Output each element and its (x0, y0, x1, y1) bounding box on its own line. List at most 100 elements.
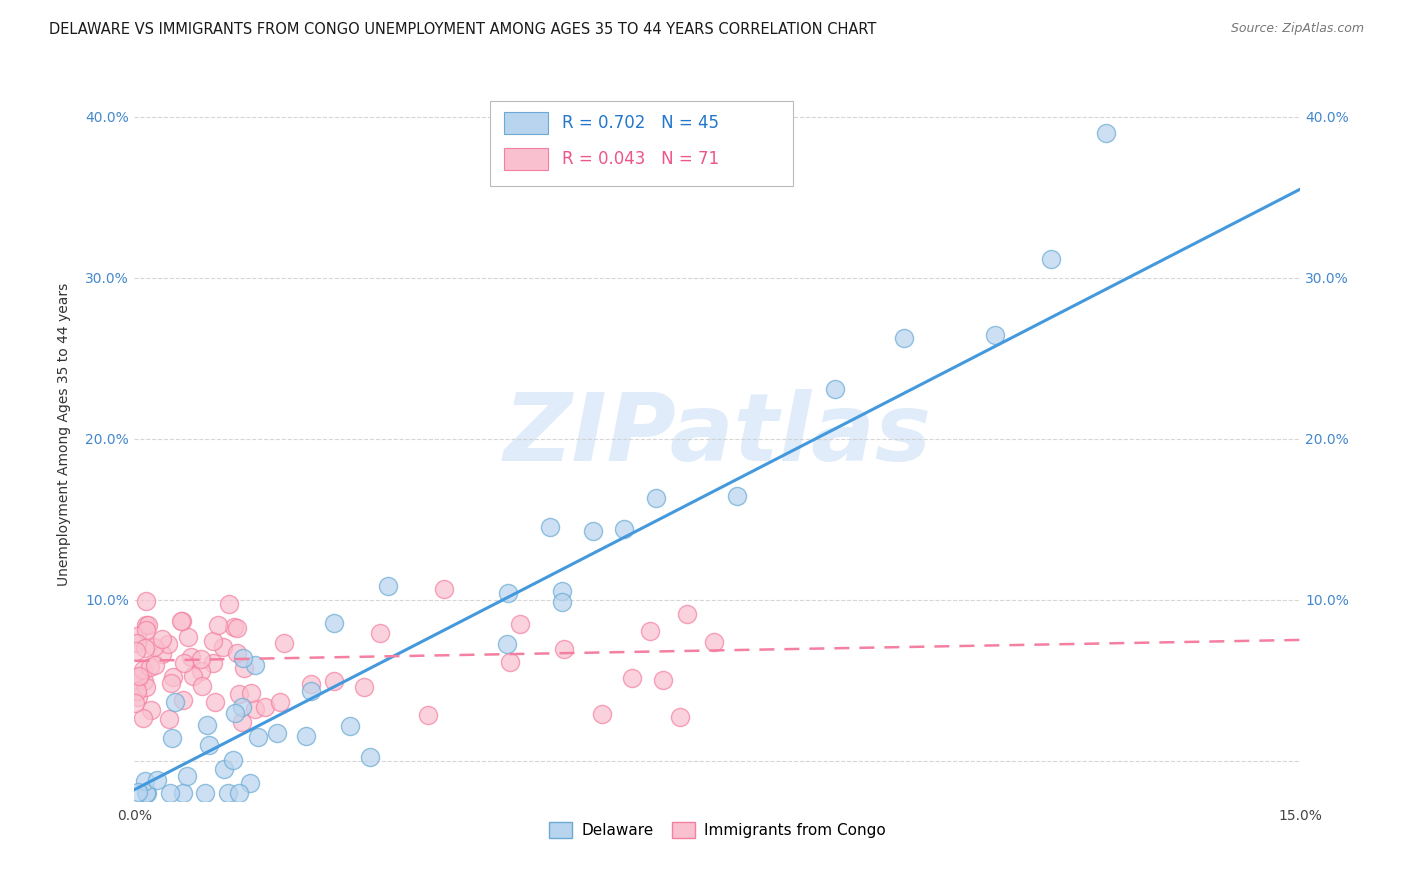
Point (180, 650, 202, 665)
Point (551, 595, 574, 609)
Point (207, 617, 229, 632)
Point (222, 620, 245, 634)
Point (132, 663, 155, 677)
Point (125, 644, 148, 658)
Point (540, 520, 562, 534)
Point (669, 710, 692, 724)
Point (125, 684, 148, 698)
Point (202, 657, 225, 671)
Point (139, 703, 162, 717)
Point (299, 683, 322, 698)
Point (299, 677, 322, 691)
Point (145, 772, 167, 787)
Point (132, 711, 155, 725)
Point (172, 693, 194, 707)
Point (582, 524, 605, 538)
Point (162, 670, 184, 684)
Point (228, 786, 250, 800)
Point (176, 770, 198, 784)
Point (195, 718, 218, 732)
Point (125, 629, 148, 643)
Point (1095, 126, 1118, 140)
Point (676, 607, 699, 622)
Point (368, 626, 391, 640)
Point (159, 786, 181, 800)
Point (170, 614, 193, 628)
Point (377, 579, 399, 593)
Point (231, 714, 253, 729)
Point (613, 522, 636, 536)
Point (725, 489, 748, 503)
Point (218, 597, 240, 611)
Point (157, 637, 180, 651)
Point (160, 731, 183, 745)
Point (150, 647, 173, 661)
Point (190, 665, 212, 679)
Point (212, 763, 235, 777)
Point (339, 719, 361, 733)
Point (173, 656, 195, 670)
Point (135, 618, 157, 632)
Point (135, 593, 157, 607)
Point (170, 614, 193, 628)
Point (135, 786, 157, 800)
Point (359, 749, 381, 764)
Point (157, 712, 180, 726)
Point (231, 700, 253, 714)
Text: DELAWARE VS IMMIGRANTS FROM CONGO UNEMPLOYMENT AMONG AGES 35 TO 44 YEARS CORRELA: DELAWARE VS IMMIGRANTS FROM CONGO UNEMPL… (49, 22, 876, 37)
Point (143, 640, 166, 655)
Point (226, 646, 249, 660)
Point (651, 673, 673, 688)
FancyBboxPatch shape (491, 102, 793, 186)
Point (135, 680, 157, 694)
Point (651, 166, 673, 180)
Point (499, 656, 522, 670)
Point (496, 586, 519, 600)
Point (198, 738, 221, 752)
Point (638, 624, 661, 638)
Point (620, 671, 643, 685)
Point (221, 753, 243, 767)
Point (551, 584, 574, 599)
Point (496, 637, 519, 651)
Legend: Delaware, Immigrants from Congo: Delaware, Immigrants from Congo (543, 816, 891, 845)
Point (204, 695, 226, 709)
Point (152, 632, 174, 646)
Point (239, 686, 262, 700)
Point (190, 652, 212, 666)
Point (191, 679, 214, 693)
Point (509, 616, 531, 631)
Point (239, 776, 262, 790)
Point (136, 617, 159, 632)
FancyBboxPatch shape (503, 112, 548, 135)
Point (893, 331, 915, 345)
Point (172, 786, 194, 800)
Point (128, 669, 150, 683)
Text: R = 0.702   N = 45: R = 0.702 N = 45 (562, 114, 720, 132)
Point (253, 699, 276, 714)
Point (159, 675, 181, 690)
Point (212, 640, 235, 655)
Point (124, 697, 146, 711)
Point (202, 633, 225, 648)
Point (233, 661, 256, 675)
Point (127, 690, 149, 704)
Point (217, 786, 239, 800)
Point (824, 383, 846, 397)
Point (176, 631, 198, 645)
Point (232, 650, 254, 665)
Point (127, 784, 149, 798)
Point (644, 491, 666, 505)
Point (591, 706, 613, 721)
Point (194, 786, 217, 800)
Point (165, 694, 187, 708)
Text: ZIPatlas: ZIPatlas (503, 389, 931, 481)
FancyBboxPatch shape (503, 147, 548, 169)
Point (134, 673, 156, 688)
Point (433, 582, 456, 596)
Point (134, 641, 156, 656)
Text: R = 0.043   N = 71: R = 0.043 N = 71 (562, 150, 720, 168)
Point (323, 674, 346, 689)
Point (181, 669, 204, 683)
Text: Source: ZipAtlas.com: Source: ZipAtlas.com (1230, 22, 1364, 36)
